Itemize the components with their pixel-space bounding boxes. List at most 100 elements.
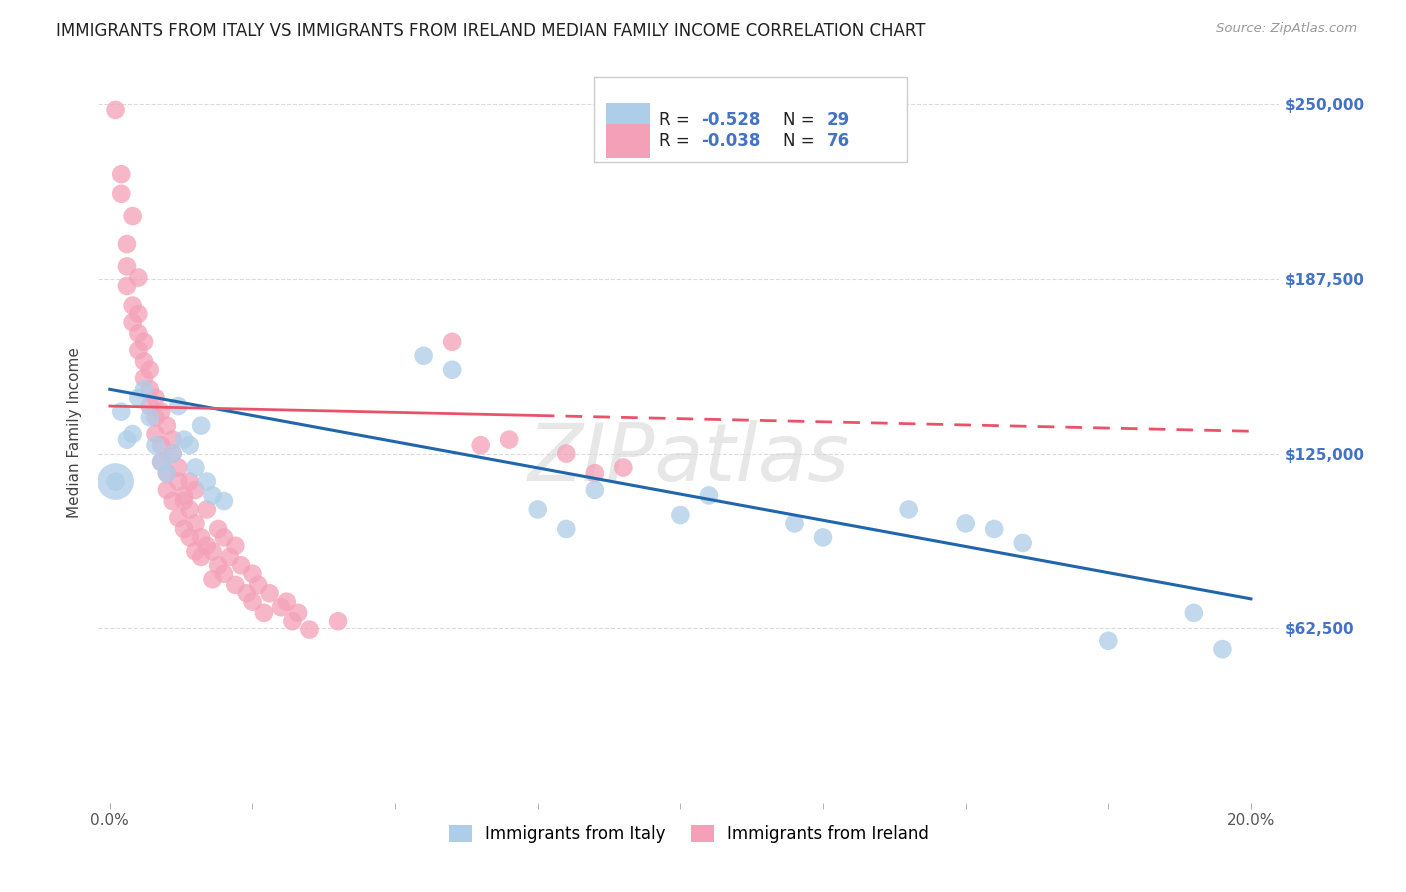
Point xyxy=(242,566,264,581)
Text: N =: N = xyxy=(783,132,820,150)
Point xyxy=(259,586,281,600)
Point xyxy=(236,586,259,600)
Point xyxy=(179,475,201,489)
Point xyxy=(195,502,218,516)
Text: IMMIGRANTS FROM ITALY VS IMMIGRANTS FROM IRELAND MEDIAN FAMILY INCOME CORRELATIO: IMMIGRANTS FROM ITALY VS IMMIGRANTS FROM… xyxy=(56,22,925,40)
Point xyxy=(121,315,143,329)
Point xyxy=(156,466,179,480)
Point xyxy=(184,483,207,497)
Point xyxy=(145,391,167,405)
Point xyxy=(132,382,155,396)
Y-axis label: Median Family Income: Median Family Income xyxy=(67,347,83,518)
Point xyxy=(121,209,143,223)
Point xyxy=(184,544,207,558)
Point xyxy=(150,455,173,469)
FancyBboxPatch shape xyxy=(595,78,907,162)
Point xyxy=(412,349,434,363)
Point xyxy=(139,363,162,377)
Point xyxy=(253,606,276,620)
Point xyxy=(115,260,138,274)
Point xyxy=(115,279,138,293)
Point xyxy=(121,427,143,442)
Point xyxy=(555,522,578,536)
Point xyxy=(441,363,464,377)
Point xyxy=(162,446,184,460)
Point xyxy=(195,475,218,489)
Point xyxy=(212,566,235,581)
Point xyxy=(242,594,264,608)
Point xyxy=(115,237,138,252)
Point xyxy=(190,530,212,544)
Point xyxy=(127,270,149,285)
Point xyxy=(583,466,606,480)
Point xyxy=(201,488,224,502)
Point xyxy=(247,578,270,592)
Point xyxy=(1211,642,1233,657)
Point xyxy=(212,530,235,544)
Point xyxy=(104,475,127,489)
Point xyxy=(218,549,240,564)
Point xyxy=(897,502,920,516)
Point xyxy=(132,334,155,349)
Point xyxy=(583,483,606,497)
Text: R =: R = xyxy=(659,111,696,128)
Text: N =: N = xyxy=(783,111,820,128)
Point xyxy=(173,488,195,502)
Point xyxy=(110,186,132,201)
Point xyxy=(145,427,167,442)
Point xyxy=(167,460,190,475)
Point xyxy=(110,405,132,419)
Point xyxy=(555,446,578,460)
Point xyxy=(139,382,162,396)
Text: R =: R = xyxy=(659,132,696,150)
Point xyxy=(281,614,304,628)
FancyBboxPatch shape xyxy=(606,103,650,136)
Legend: Immigrants from Italy, Immigrants from Ireland: Immigrants from Italy, Immigrants from I… xyxy=(441,819,936,850)
Point xyxy=(207,522,229,536)
Point xyxy=(955,516,977,531)
Point xyxy=(201,544,224,558)
Point xyxy=(224,539,246,553)
Point xyxy=(179,438,201,452)
Point xyxy=(1011,536,1033,550)
Point xyxy=(127,307,149,321)
Point xyxy=(139,410,162,425)
Point xyxy=(150,405,173,419)
Point xyxy=(145,438,167,452)
Point xyxy=(612,460,634,475)
Point xyxy=(156,483,179,497)
Point xyxy=(115,433,138,447)
Point xyxy=(470,438,492,452)
Point xyxy=(127,326,149,341)
Point xyxy=(184,516,207,531)
Point xyxy=(110,167,132,181)
Point xyxy=(179,502,201,516)
Point xyxy=(162,433,184,447)
Point xyxy=(526,502,548,516)
Point xyxy=(150,438,173,452)
Text: -0.038: -0.038 xyxy=(700,132,761,150)
Point xyxy=(173,522,195,536)
Point xyxy=(162,446,184,460)
Point xyxy=(179,530,201,544)
Point xyxy=(150,455,173,469)
Text: -0.528: -0.528 xyxy=(700,111,761,128)
Point xyxy=(190,549,212,564)
Point xyxy=(195,539,218,553)
Point xyxy=(270,600,292,615)
Point xyxy=(156,418,179,433)
Point xyxy=(201,572,224,586)
Point xyxy=(173,433,195,447)
Point xyxy=(669,508,692,522)
Text: 76: 76 xyxy=(827,132,851,150)
Point xyxy=(162,494,184,508)
Point xyxy=(127,343,149,358)
Point xyxy=(167,511,190,525)
Point xyxy=(145,410,167,425)
Point xyxy=(1182,606,1205,620)
Point xyxy=(104,103,127,117)
Point xyxy=(132,354,155,368)
Point xyxy=(298,623,321,637)
Point xyxy=(224,578,246,592)
Point xyxy=(1097,633,1119,648)
